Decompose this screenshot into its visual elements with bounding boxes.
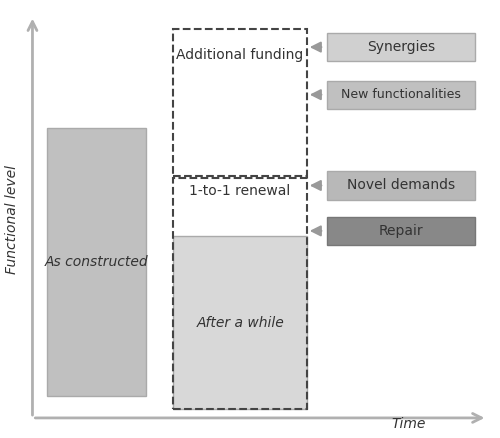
Text: As constructed: As constructed — [45, 255, 148, 269]
Text: Time: Time — [391, 417, 426, 431]
Bar — [326, 217, 475, 245]
Text: Repair: Repair — [378, 224, 423, 238]
Bar — [174, 178, 307, 409]
Bar — [326, 33, 475, 61]
Text: Functional level: Functional level — [4, 165, 18, 273]
Text: Additional funding: Additional funding — [176, 48, 304, 62]
Text: After a while: After a while — [196, 316, 284, 330]
Bar — [174, 236, 307, 409]
Bar — [48, 128, 146, 396]
Text: Synergies: Synergies — [366, 40, 435, 54]
Bar — [326, 81, 475, 109]
Text: Novel demands: Novel demands — [346, 179, 455, 192]
Text: New functionalities: New functionalities — [341, 88, 460, 101]
Bar — [174, 29, 307, 176]
Text: 1-to-1 renewal: 1-to-1 renewal — [190, 184, 290, 198]
Bar — [326, 171, 475, 200]
